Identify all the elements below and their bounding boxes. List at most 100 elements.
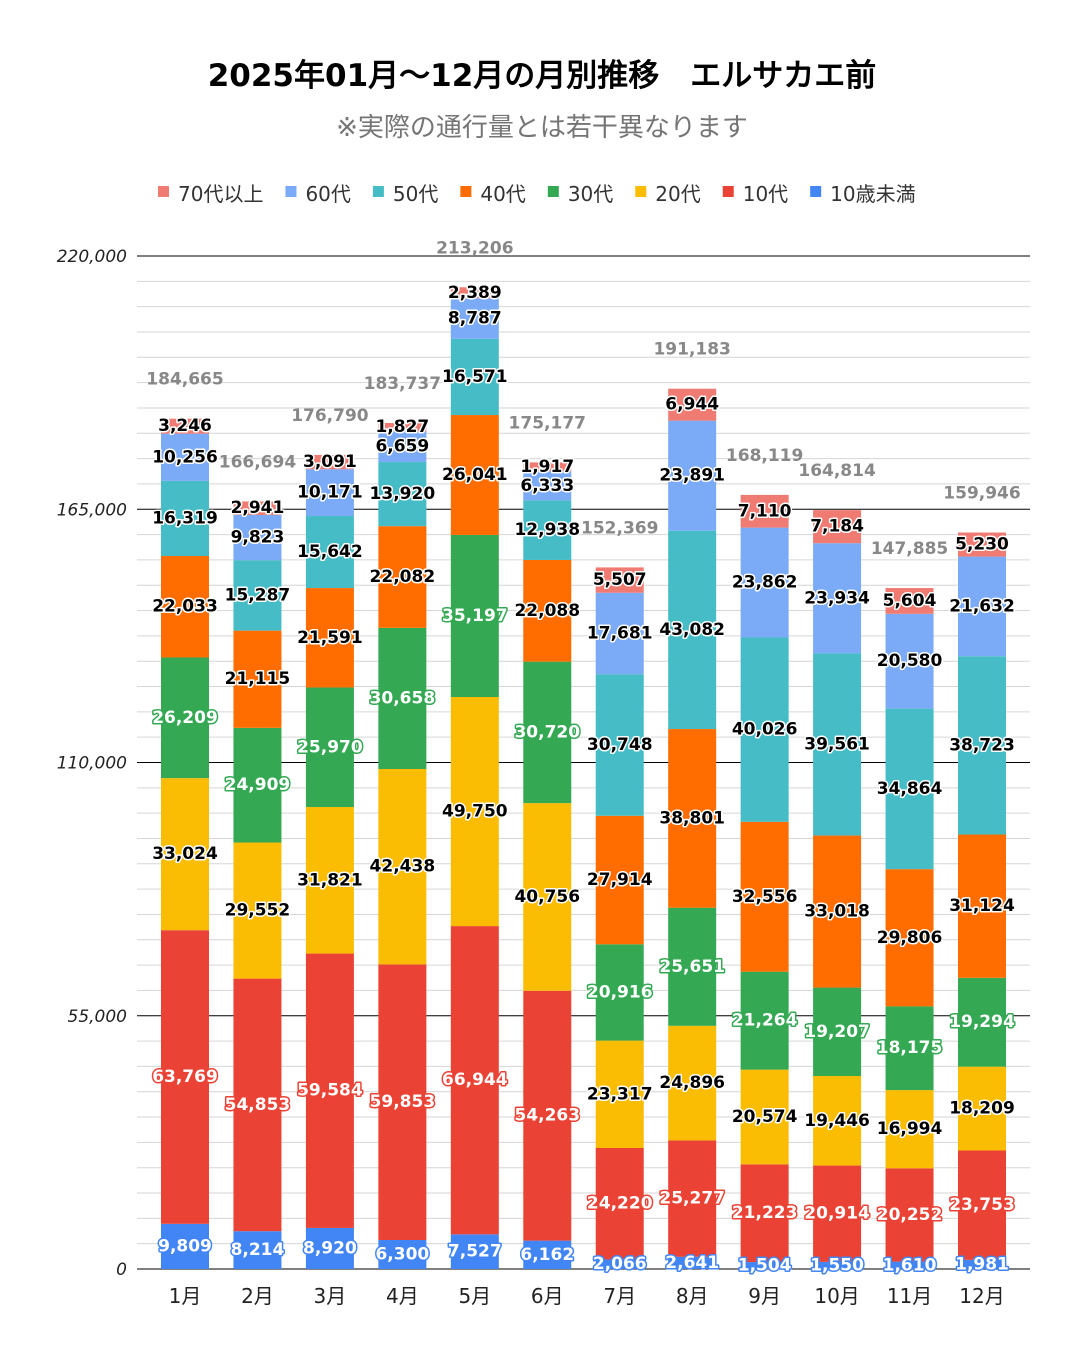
x-tick-label: 1月	[169, 1284, 202, 1308]
data-label: 9,823	[231, 528, 285, 548]
data-label: 40,756	[514, 887, 580, 907]
bar-stack: 7,527 66,944 49,750 35,197 26,041 16,571 8,787…	[436, 238, 514, 1269]
data-label: 15,287	[225, 585, 291, 605]
bar-segment	[813, 653, 862, 836]
bar-stack: 9,809 63,769 33,024 26,209 22,033 16,319 10,25…	[146, 370, 224, 1269]
data-label: 7,527	[448, 1242, 502, 1262]
bar-segment	[450, 534, 499, 698]
legend-label: 30代	[568, 182, 613, 206]
bar-segment	[523, 803, 572, 991]
bar-segment	[161, 1223, 209, 1269]
legend-swatch	[460, 186, 472, 197]
data-label: 6,300	[375, 1244, 429, 1264]
total-label: 191,183	[653, 340, 730, 360]
bar-segment	[813, 835, 862, 988]
bar-segment	[668, 1140, 717, 1257]
legend-label: 60代	[305, 182, 350, 206]
x-tick-label: 9月	[748, 1284, 781, 1308]
x-tick-label: 12月	[959, 1284, 1004, 1308]
bar-segment	[885, 1006, 934, 1091]
bar-segment	[523, 1240, 572, 1269]
legend-label: 10歳未満	[830, 182, 915, 206]
legend-swatch	[285, 186, 297, 197]
x-tick-label: 3月	[314, 1284, 347, 1308]
x-tick-label: 4月	[386, 1284, 419, 1308]
data-label: 29,806	[877, 928, 943, 948]
data-label: 19,446	[804, 1111, 870, 1131]
bar-segment	[958, 1259, 1006, 1269]
data-label: 25,970	[297, 737, 363, 757]
data-label: 34,864	[877, 779, 943, 799]
data-label: 8,214	[231, 1240, 285, 1260]
bar-segment	[740, 494, 789, 528]
legend-label: 10代	[743, 182, 788, 206]
data-label: 23,934	[804, 588, 870, 608]
bar-segment	[161, 556, 209, 658]
bar-segment	[233, 630, 282, 728]
data-label: 43,082	[659, 620, 725, 640]
bar-stack: 1,610 20,252 16,994 18,175 29,806 34,864 20,58…	[871, 539, 948, 1277]
data-label: 13,920	[370, 484, 436, 504]
bar-segment	[161, 930, 209, 1224]
total-label: 152,369	[581, 518, 658, 538]
bar-segment	[958, 977, 1006, 1067]
data-label: 8,920	[303, 1238, 357, 1258]
bar-segment	[668, 388, 717, 421]
legend-item: 60代	[285, 182, 351, 206]
data-label: 6,944	[665, 395, 719, 415]
bar-segment	[740, 971, 789, 1070]
data-label: 5,604	[883, 591, 937, 611]
data-label: 30,658	[370, 688, 436, 708]
bar-segment	[450, 338, 499, 416]
bar-segment	[740, 637, 789, 822]
total-label: 176,790	[291, 406, 369, 426]
bar-stack: 6,300 59,853 42,438 30,658 22,082 13,920 6,659…	[364, 374, 441, 1269]
bar-segment	[378, 462, 427, 527]
bar-segment	[305, 953, 354, 1228]
data-label: 35,197	[442, 606, 508, 626]
total-label: 184,665	[146, 370, 223, 390]
bar-segment	[233, 842, 282, 979]
bar-segment	[305, 516, 354, 589]
bar-segment	[595, 674, 644, 816]
data-label: 23,753	[949, 1195, 1015, 1215]
y-tick-label: 220,000	[57, 247, 127, 267]
data-label: 2,066	[593, 1254, 647, 1274]
bar-segment	[450, 926, 499, 1235]
data-label: 33,024	[152, 844, 218, 864]
bar-segment	[740, 821, 789, 972]
bar-segment	[885, 588, 934, 614]
bar-segment	[740, 1262, 789, 1269]
bar-segment	[233, 560, 282, 631]
bar-segment	[668, 420, 717, 531]
bar-stack: 2,066 24,220 23,317 20,916 27,914 30,748 17,68…	[581, 518, 658, 1275]
data-label: 17,681	[587, 623, 653, 643]
x-tick-label: 2月	[241, 1284, 274, 1308]
bar-segment	[450, 697, 499, 927]
data-label: 66,944	[442, 1070, 508, 1090]
bar-segment	[885, 1168, 934, 1262]
y-tick-label: 55,000	[68, 1007, 127, 1027]
data-label: 23,891	[659, 466, 725, 486]
bar-segment	[523, 471, 572, 501]
bar-segment	[523, 990, 572, 1241]
data-label: 3,246	[158, 416, 212, 436]
bar-segment	[450, 287, 499, 299]
data-label: 59,853	[370, 1092, 436, 1112]
data-label: 24,909	[225, 775, 291, 795]
bar-segment	[595, 592, 644, 675]
bar-segment	[523, 462, 572, 472]
bar-segment	[885, 708, 934, 870]
legend-swatch	[547, 186, 559, 197]
bar-segment	[161, 418, 209, 434]
bar-segment	[450, 298, 499, 339]
data-label: 2,941	[231, 498, 285, 518]
total-label: 159,946	[943, 484, 1020, 504]
data-label: 19,207	[804, 1022, 870, 1042]
bar-segment	[161, 480, 209, 557]
x-tick-label: 5月	[458, 1284, 491, 1308]
data-label: 24,896	[659, 1073, 725, 1093]
bar-segment	[740, 1164, 789, 1263]
bar-segment	[668, 530, 717, 730]
